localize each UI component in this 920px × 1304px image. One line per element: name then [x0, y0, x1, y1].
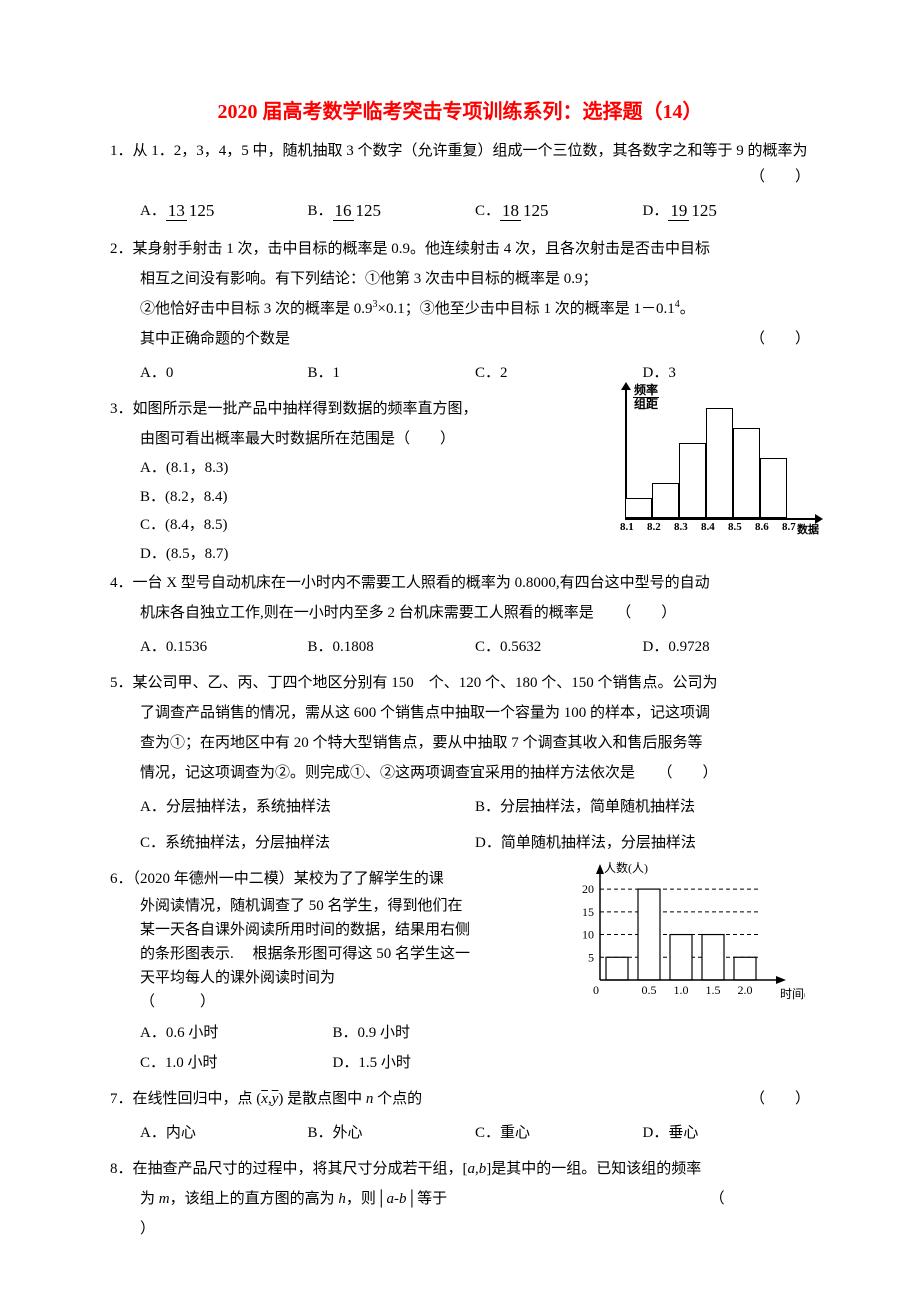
question-2: 2．某身射手射击 1 次，击中目标的概率是 0.9。他连续射击 4 次，且各次射…	[110, 234, 810, 264]
page-title: 2020 届高考数学临考突击专项训练系列：选择题（14）	[110, 95, 810, 124]
q7-x: x	[261, 1091, 268, 1107]
q5-l4: 情况，记这项调查为②。则完成①、②这两项调查宜采用的抽样方法依次是 （ ）	[140, 758, 810, 788]
q5-options-1: A．分层抽样法，系统抽样法 B．分层抽样法，简单随机抽样法	[140, 792, 810, 822]
q6-B: B．0.9 小时	[333, 1018, 526, 1048]
q8-num: 8．	[110, 1161, 133, 1177]
q7-post: 是散点图中	[283, 1091, 366, 1107]
q5-l2: 了调查产品销售的情况，需从这 600 个销售点中抽取一个容量为 100 的样本，…	[140, 698, 810, 728]
q5-A: A．分层抽样法，系统抽样法	[140, 792, 475, 822]
q2-A: A．0	[140, 358, 308, 388]
q6-D: D．1.5 小时	[333, 1048, 526, 1078]
q4-num: 4．	[110, 575, 133, 591]
question-7: 7．在线性回归中，点 (x,y) 是散点图中 n 个点的 （ ）	[110, 1084, 810, 1114]
q8-l3: ）	[140, 1214, 810, 1244]
svg-text:0: 0	[593, 983, 599, 997]
svg-text:10: 10	[582, 928, 594, 942]
q5-l3: 查为①；在丙地区中有 20 个特大型销售点，要从中抽取 7 个调查其收入和售后服…	[140, 728, 810, 758]
q1-paren: （ ）	[750, 162, 810, 192]
q5-options-2: C．系统抽样法，分层抽样法 D．简单随机抽样法，分层抽样法	[140, 828, 810, 858]
svg-text:时间(小时): 时间(小时)	[780, 987, 805, 1001]
q1-C: C．	[475, 203, 500, 219]
q6-num: 6．	[110, 871, 133, 887]
svg-text:5: 5	[588, 950, 594, 964]
q7-A: A．内心	[140, 1118, 308, 1148]
svg-text:20: 20	[582, 882, 594, 896]
q3-histogram: 8.18.28.38.48.58.68.7数据频率组距	[600, 378, 820, 548]
q2-num: 2．	[110, 241, 133, 257]
q8-h: h	[338, 1191, 346, 1207]
q1-B: B．	[308, 203, 333, 219]
svg-text:人数(人): 人数(人)	[604, 860, 648, 875]
q2-l3: ②他恰好击中目标 3 次的概率是 0.93×0.1；③他至少击中目标 1 次的概…	[140, 294, 810, 324]
q5-l1: 某公司甲、乙、丙、丁四个地区分别有 150 个、120 个、180 个、150 …	[133, 675, 718, 691]
q1-num: 1．	[110, 143, 133, 159]
q2-l2: 相互之间没有影响。有下列结论：①他第 3 次击中目标的概率是 0.9；	[140, 264, 810, 294]
svg-text:1.5: 1.5	[706, 983, 721, 997]
q6-options-2: C．1.0 小时 D．1.5 小时	[140, 1048, 525, 1078]
q1-text: 从 1．2，3，4，5 中，随机抽取 3 个数字（允许重复）组成一个三位数，其各…	[133, 143, 808, 159]
q3-num: 3．	[110, 401, 133, 417]
q8-l1a: 在抽查产品尺寸的过程中，将其尺寸分成若干组，[	[133, 1161, 468, 1177]
q1-A-den: 125	[187, 201, 217, 220]
q4-A: A．0.1536	[140, 632, 308, 662]
q5-C: C．系统抽样法，分层抽样法	[140, 828, 475, 858]
q7-options: A．内心 B．外心 C．重心 D．垂心	[140, 1118, 810, 1148]
q4-l1: 一台 X 型号自动机床在一小时内不需要工人照看的概率为 0.8000,有四台这中…	[133, 575, 710, 591]
q2-l1: 某身射手射击 1 次，击中目标的概率是 0.9。他连续射击 4 次，且各次射击是…	[133, 241, 711, 257]
q7-B: B．外心	[308, 1118, 476, 1148]
q1-A: A．	[140, 203, 166, 219]
q8-l1b: ]是其中的一组。已知该组的频率	[486, 1161, 701, 1177]
q1-C-num: 18	[500, 201, 521, 221]
q7-paren: （ ）	[750, 1084, 810, 1114]
q7-D: D．垂心	[643, 1118, 811, 1148]
q4-options: A．0.1536 B．0.1808 C．0.5632 D．0.9728	[140, 632, 810, 662]
q2-B: B．1	[308, 358, 476, 388]
q1-B-den: 125	[354, 201, 384, 220]
q7-y: y	[272, 1091, 279, 1107]
q1-D: D．	[643, 203, 669, 219]
q8-m: m	[159, 1191, 170, 1207]
question-8: 8．在抽查产品尺寸的过程中，将其尺寸分成若干组，[a,b]是其中的一组。已知该组…	[110, 1154, 810, 1184]
q2-l4: 其中正确命题的个数是	[140, 324, 750, 354]
q1-D-num: 19	[668, 201, 689, 221]
svg-text:0.5: 0.5	[642, 983, 657, 997]
q1-B-num: 16	[333, 201, 354, 221]
q1-A-num: 13	[166, 201, 187, 221]
q5-num: 5．	[110, 675, 133, 691]
q5-D: D．简单随机抽样法，分层抽样法	[475, 828, 810, 858]
q1-C-den: 125	[521, 201, 551, 220]
svg-text:1.0: 1.0	[674, 983, 689, 997]
q6-C: C．1.0 小时	[140, 1048, 333, 1078]
q8-l2: 为 m，该组上的直方图的高为 h，则│a-b│等于 （	[140, 1184, 810, 1214]
q4-D: D．0.9728	[643, 632, 811, 662]
q8-a: a	[468, 1161, 476, 1177]
q6-options-1: A．0.6 小时 B．0.9 小时	[140, 1018, 525, 1048]
q4-l2: 机床各自独立工作,则在一小时内至多 2 台机床需要工人照看的概率是 （ ）	[140, 598, 810, 628]
q1-options: A．13125 B．16125 C．18125 D．19125	[140, 196, 810, 226]
q4-B: B．0.1808	[308, 632, 476, 662]
svg-text:2.0: 2.0	[738, 983, 753, 997]
q7-pre: 在线性回归中，点	[133, 1091, 257, 1107]
q6-l1: （2020 年德州一中二模）某校为了了解学生的课	[133, 871, 444, 887]
question-5: 5．某公司甲、乙、丙、丁四个地区分别有 150 个、120 个、180 个、15…	[110, 668, 810, 698]
q7-C: C．重心	[475, 1118, 643, 1148]
q5-B: B．分层抽样法，简单随机抽样法	[475, 792, 810, 822]
q6-barchart: 5 10 15 20 0 0.5 1.0 1.5 2.0 人数(人) 时间(小时)	[565, 860, 805, 1010]
question-1: 1．从 1．2，3，4，5 中，随机抽取 3 个数字（允许重复）组成一个三位数，…	[110, 136, 810, 166]
q4-C: C．0.5632	[475, 632, 643, 662]
svg-text:15: 15	[582, 905, 594, 919]
question-4: 4．一台 X 型号自动机床在一小时内不需要工人照看的概率为 0.8000,有四台…	[110, 568, 810, 598]
q1-D-den: 125	[689, 201, 719, 220]
q3-l1: 如图所示是一批产品中抽样得到数据的频率直方图，	[133, 401, 478, 417]
q6-A: A．0.6 小时	[140, 1018, 333, 1048]
q7-num: 7．	[110, 1091, 133, 1107]
q2-paren: （ ）	[750, 324, 810, 354]
q7-end: 个点的	[373, 1091, 422, 1107]
